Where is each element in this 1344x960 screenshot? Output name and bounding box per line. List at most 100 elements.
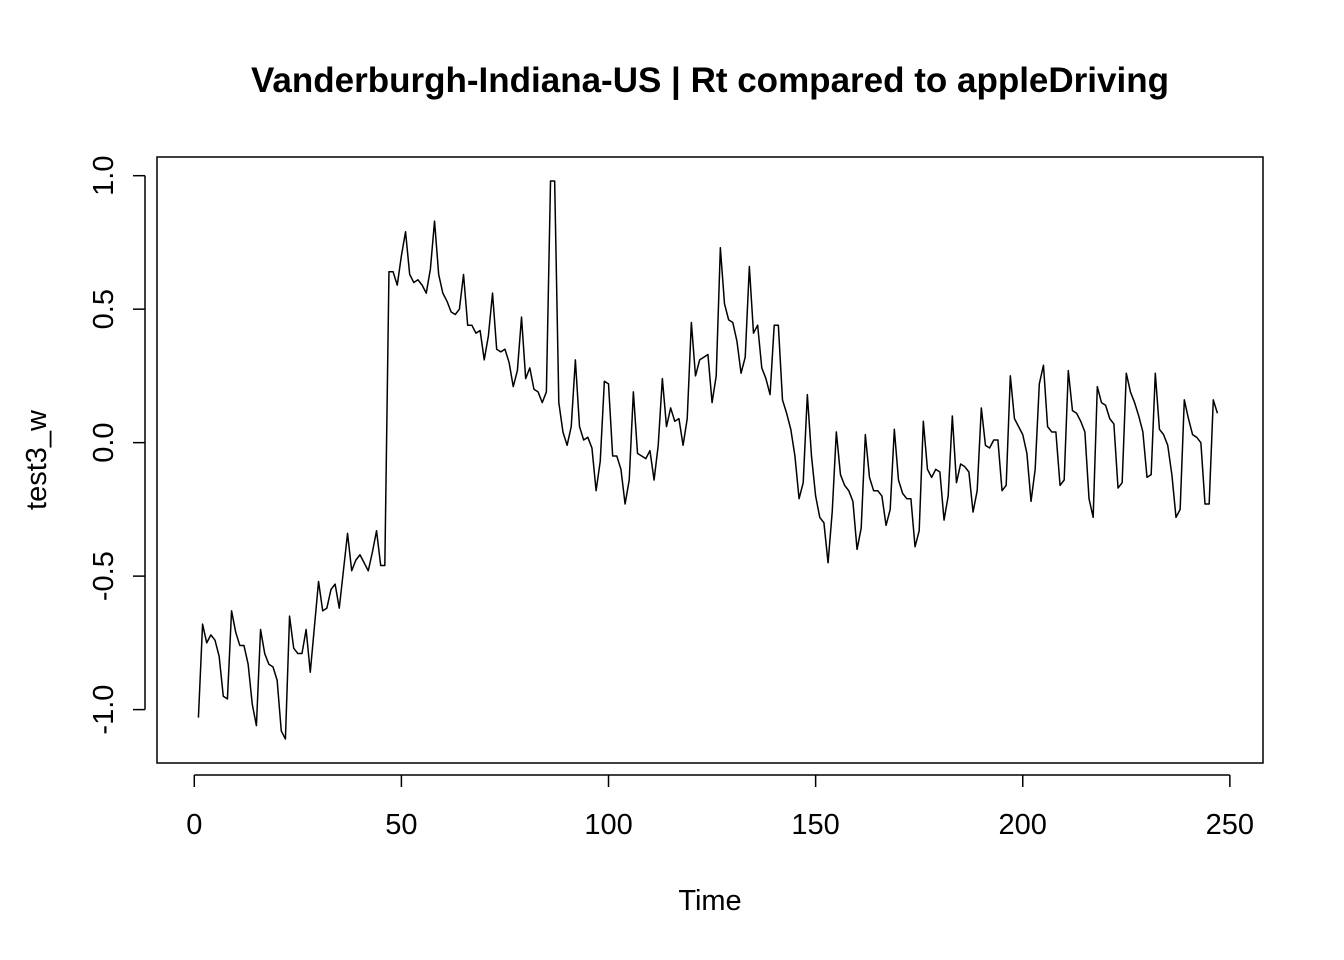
data-point [628,479,630,481]
data-point [1072,410,1074,412]
data-point [744,356,746,358]
data-point [641,455,643,457]
data-point [492,292,494,294]
data-point [380,565,382,567]
data-point [819,517,821,519]
data-point [504,348,506,350]
data-point [512,386,514,388]
data-point [1121,482,1123,484]
data-point [318,581,320,583]
data-point [218,655,220,657]
data-point [496,348,498,350]
data-point [546,391,548,393]
y-tick-label: 0.0 [88,422,120,462]
y-axis-label: test3_w [21,409,53,510]
data-point [765,378,767,380]
data-point [570,426,572,428]
data-point [790,428,792,430]
data-point [231,610,233,612]
data-point [1022,434,1024,436]
data-point [1159,428,1161,430]
data-point [1059,485,1061,487]
data-point [421,284,423,286]
data-point [579,426,581,428]
data-point [297,653,299,655]
data-point [1039,383,1041,385]
data-point [604,380,606,382]
data-point [794,455,796,457]
data-point [732,322,734,324]
data-point [724,303,726,305]
data-point [459,308,461,310]
data-point [575,359,577,361]
data-point [1134,402,1136,404]
data-point [674,420,676,422]
data-point [338,607,340,609]
data-point [1109,418,1111,420]
data-point [272,666,274,668]
data-point [202,623,204,625]
data-point [595,490,597,492]
data-point [430,268,432,270]
data-point [446,300,448,302]
data-point [918,530,920,532]
data-point [1208,503,1210,505]
data-point [1117,487,1119,489]
data-point [409,274,411,276]
data-point [1200,442,1202,444]
data-point [264,653,266,655]
data-point [1063,479,1065,481]
data-point [869,477,871,479]
data-point [761,367,763,369]
data-point [442,292,444,294]
data-point [1146,477,1148,479]
data-point [454,314,456,316]
data-point [691,322,693,324]
data-point [280,730,282,732]
data-point [471,324,473,326]
data-point [330,589,332,591]
data-point [840,474,842,476]
data-point [276,679,278,681]
data-point [289,615,291,617]
data-point [529,367,531,369]
data-point [782,399,784,401]
y-tick-label: -1.0 [88,685,120,735]
data-point [235,631,237,633]
data-point [214,639,216,641]
data-point [993,439,995,441]
data-point [1043,364,1045,366]
data-point [1018,426,1020,428]
data-point [334,583,336,585]
data-point [372,551,374,553]
data-point [852,501,854,503]
data-point [285,738,287,740]
data-point [326,607,328,609]
data-point [666,426,668,428]
data-point [1051,431,1053,433]
data-point [508,362,510,364]
data-point [720,247,722,249]
data-point [906,498,908,500]
data-point [902,493,904,495]
data-point [823,522,825,524]
data-point [778,324,780,326]
data-point [773,324,775,326]
data-point [831,511,833,513]
data-point [351,570,353,572]
data-point [637,453,639,455]
data-point [434,220,436,222]
data-point [836,431,838,433]
data-point [322,610,324,612]
data-point [923,420,925,422]
x-tick-label: 50 [385,809,417,841]
data-point [359,554,361,556]
data-point [711,402,713,404]
data-point [1005,485,1007,487]
data-point [807,394,809,396]
data-point [798,498,800,500]
data-point [1055,431,1057,433]
data-point [881,495,883,497]
data-point [1014,418,1016,420]
data-point [396,284,398,286]
